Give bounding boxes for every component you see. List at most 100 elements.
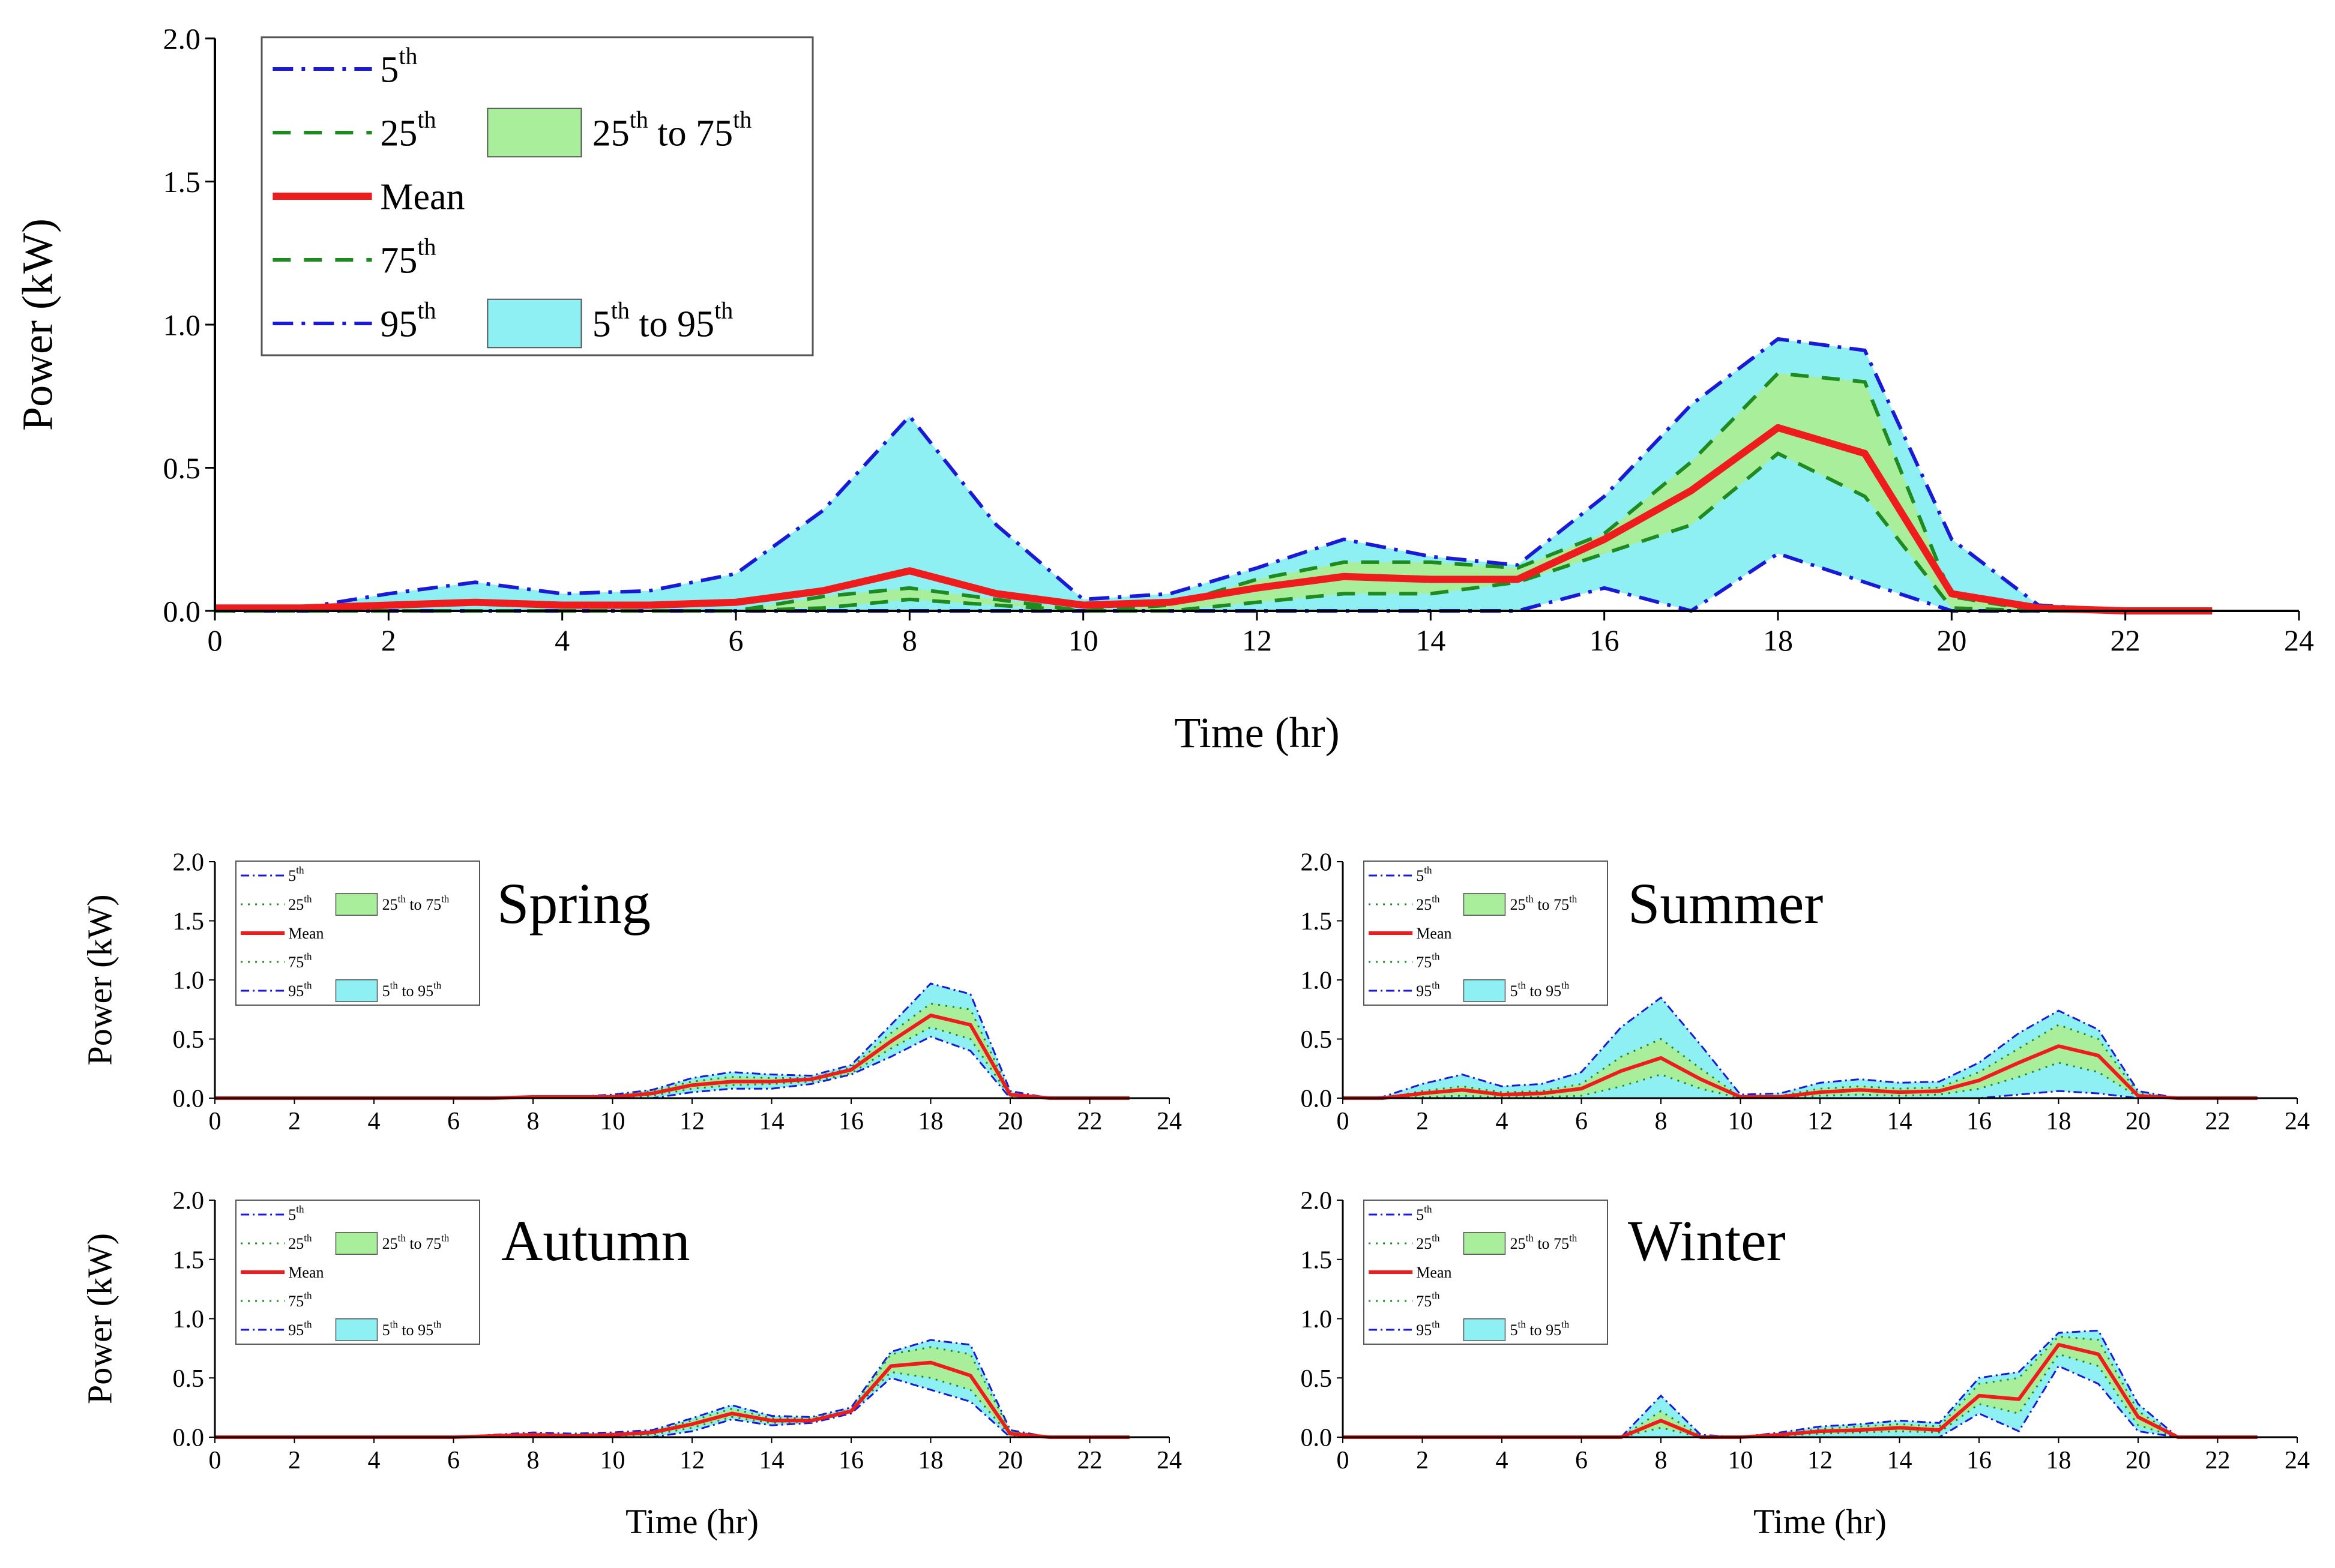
x-tick-label: 16 (1966, 1108, 1992, 1135)
band-5th-to-95th (215, 338, 2213, 611)
series-line-95th (215, 1339, 1130, 1438)
y-tick-label: 0.5 (1301, 1026, 1333, 1054)
legend-label-p5: 5th​ (288, 864, 304, 885)
legend-label-p75: 75th​ (288, 951, 312, 971)
x-tick-label: 20 (998, 1108, 1023, 1135)
x-tick-label: 2 (288, 1447, 301, 1474)
legend-label-p95: 95th​ (288, 1318, 312, 1339)
y-tick-label: 1.5 (173, 908, 205, 936)
legend-label-p25: 25th​ (380, 106, 436, 154)
y-tick-label: 1.0 (1301, 1306, 1333, 1333)
x-tick-label: 0 (209, 1447, 221, 1474)
x-tick-label: 16 (1589, 623, 1619, 657)
series-line-95th (215, 337, 2213, 613)
x-tick-label: 8 (527, 1108, 540, 1135)
y-tick-label: 1.5 (1301, 908, 1333, 936)
y-tick-label: 1.5 (163, 165, 201, 199)
series-line-mean (1343, 1342, 2258, 1439)
x-tick-label: 22 (1077, 1108, 1103, 1135)
x-tick-label: 18 (2046, 1108, 2071, 1135)
legend-label-band-5-95: 5th​ to 95th​ (1510, 1318, 1570, 1339)
legend-swatch-band-5-95 (335, 1318, 378, 1341)
legend-label-p95: 95th​ (1416, 979, 1440, 1000)
x-tick-label: 12 (1807, 1108, 1833, 1135)
x-tick-label: 16 (839, 1447, 864, 1474)
y-tick-label: 2.0 (1301, 849, 1333, 877)
legend-swatch-band-25-75 (487, 107, 582, 158)
series-line-75th (1343, 1024, 2258, 1099)
legend: 5th​ 25th​ Mean 75th​ 95th​ 25th​ to 75th​ 5th… (261, 36, 814, 356)
panel-title: Winter (1628, 1209, 1786, 1273)
legend-swatch-band-25-75 (1463, 1232, 1506, 1255)
y-axis-label: Power (kW) (14, 218, 62, 431)
legend-label-p5: 5th​ (1416, 864, 1432, 885)
x-tick-label: 16 (1966, 1447, 1992, 1474)
x-tick-label: 8 (527, 1447, 540, 1474)
series-line-95th (1342, 996, 2258, 1099)
legend-swatch-band-25-75 (1463, 893, 1506, 916)
x-tick-label: 4 (368, 1108, 381, 1135)
x-tick-label: 6 (1575, 1447, 1588, 1474)
band-25th-to-75th (1343, 1024, 2258, 1098)
y-tick-label: 0.5 (173, 1365, 205, 1393)
legend-label-mean: Mean (288, 925, 324, 942)
x-tick-label: 10 (1728, 1447, 1753, 1474)
y-tick-label: 2.0 (173, 849, 205, 877)
legend-label-p25: 25th​ (1416, 1232, 1440, 1252)
legend-label-mean: Mean (380, 177, 465, 218)
chart-panel-annual: 0 2 4 6 8 10 12 14 16 18 20 22 240.00.51.01.52.0Powe… (14, 22, 2314, 757)
band-25th-to-75th (215, 1347, 1130, 1437)
x-tick-label: 2 (381, 623, 396, 657)
y-tick-label: 0.0 (173, 1425, 205, 1452)
x-tick-label: 14 (759, 1108, 785, 1135)
series-line-mean (1343, 1044, 2258, 1100)
legend-label-p5: 5th​ (288, 1203, 304, 1224)
y-tick-label: 0.0 (1301, 1425, 1333, 1452)
x-tick-label: 8 (1655, 1447, 1668, 1474)
band-5th-to-95th (215, 1340, 1130, 1437)
legend-label-mean: Mean (1416, 1264, 1451, 1281)
y-tick-label: 1.5 (1301, 1246, 1333, 1274)
legend-label-p75: 75th​ (288, 1290, 312, 1310)
x-tick-label: 14 (759, 1447, 785, 1474)
y-tick-label: 1.0 (173, 1306, 205, 1333)
x-tick-label: 2 (1416, 1108, 1429, 1135)
legend-label-mean: Mean (1416, 925, 1451, 942)
x-tick-label: 18 (918, 1447, 944, 1474)
legend-label-band-5-95: 5th​ to 95th​ (592, 297, 733, 345)
legend-label-band-25-75: 25th​ to 75th​ (382, 1232, 450, 1252)
legend-swatch-band-5-95 (487, 298, 582, 349)
x-tick-label: 0 (1337, 1108, 1349, 1135)
x-tick-label: 10 (1068, 623, 1098, 657)
legend-label-p75: 75th​ (1416, 951, 1440, 971)
legend-swatch-band-5-95 (335, 979, 378, 1002)
x-tick-label: 20 (998, 1447, 1023, 1474)
legend-swatch-band-5-95 (1463, 979, 1506, 1002)
x-tick-label: 24 (2285, 1108, 2310, 1135)
x-tick-label: 6 (447, 1108, 460, 1135)
x-tick-label: 2 (288, 1108, 301, 1135)
legend-label-p75: 75th​ (1416, 1290, 1440, 1310)
x-tick-label: 20 (1936, 623, 1966, 657)
y-tick-label: 2.0 (1301, 1188, 1333, 1215)
x-tick-label: 24 (2284, 623, 2314, 657)
x-tick-label: 12 (679, 1447, 705, 1474)
x-tick-label: 10 (1728, 1108, 1753, 1135)
panel-title: Autumn (501, 1209, 690, 1273)
x-tick-label: 4 (555, 623, 570, 657)
legend-label-band-25-75: 25th​ to 75th​ (1510, 893, 1577, 913)
legend: 5th​ 25th​ Mean 75th​ 95th​ 25th​ to 75th​ 5th… (1363, 861, 1608, 1006)
x-tick-label: 20 (2126, 1447, 2151, 1474)
legend-swatch-band-25-75 (335, 893, 378, 916)
x-tick-label: 22 (1077, 1447, 1103, 1474)
legend-label-band-25-75: 25th​ to 75th​ (1510, 1232, 1577, 1252)
x-tick-label: 18 (1763, 623, 1793, 657)
x-axis-label: Time (hr) (625, 1502, 759, 1541)
x-tick-label: 6 (1575, 1108, 1588, 1135)
x-tick-label: 6 (729, 623, 744, 657)
y-tick-label: 0.5 (1301, 1365, 1333, 1393)
y-tick-label: 0.0 (163, 595, 201, 628)
y-axis-label: Power (kW) (80, 1233, 119, 1404)
series-line-25th (215, 451, 2213, 613)
